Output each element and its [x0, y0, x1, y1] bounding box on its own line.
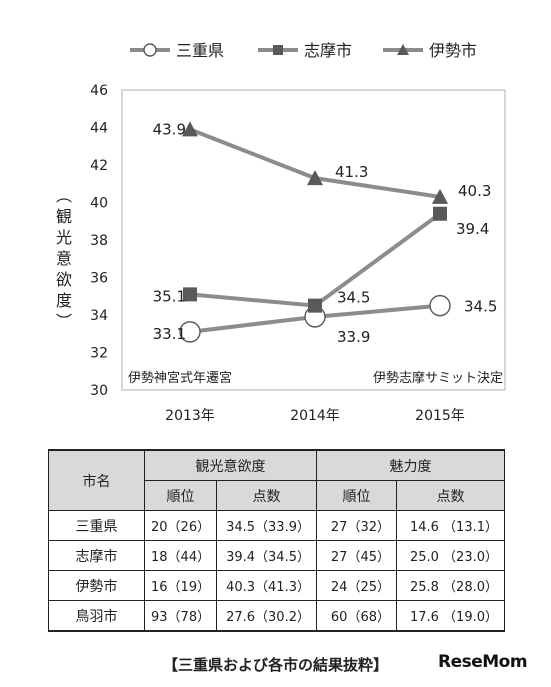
header-rank-1: 順位 — [144, 480, 217, 511]
series-line — [189, 127, 441, 199]
row-city: 伊勢市 — [48, 570, 145, 601]
row-score-2: 25.0 （23.0） — [396, 540, 505, 571]
data-point — [433, 206, 447, 221]
header-tourism-desire: 観光意欲度 — [144, 449, 317, 481]
row-score-1: 39.4（34.5） — [216, 540, 317, 571]
row-score-2: 17.6 （19.0） — [396, 600, 505, 632]
data-point — [182, 121, 198, 137]
x-tick-label: 2015年 — [415, 408, 465, 424]
plot-frame — [121, 89, 506, 391]
row-rank-1: 93（78） — [144, 600, 217, 632]
row-city: 鳥羽市 — [48, 600, 145, 632]
x-tick-label: 2013年 — [165, 408, 215, 424]
data-point — [308, 298, 322, 313]
data-label: 39.4 — [456, 220, 489, 238]
data-point — [397, 44, 409, 55]
table-row: 三重県 20（26） 34.5（33.9） 27（32） 14.6 （13.1） — [48, 510, 505, 541]
annotation-label: 伊勢志摩サミット決定 — [373, 370, 503, 386]
row-city: 三重県 — [48, 510, 145, 541]
y-tick-label: 36 — [90, 271, 108, 287]
data-label: 34.5 — [464, 298, 497, 316]
y-tick-label: 38 — [90, 233, 108, 249]
row-score-1: 34.5（33.9） — [216, 510, 317, 541]
row-score-2: 25.8 （28.0） — [396, 570, 505, 601]
data-point — [143, 43, 157, 57]
data-label: 41.3 — [335, 163, 368, 181]
row-score-1: 27.6（30.2） — [216, 600, 317, 632]
y-tick-label: 42 — [90, 158, 108, 174]
table-row: 志摩市 18（44） 39.4（34.5） 27（45） 25.0 （23.0） — [48, 540, 505, 571]
header-score-1: 点数 — [216, 480, 317, 511]
data-label: 34.5 — [337, 289, 370, 307]
x-tick-label: 2014年 — [290, 408, 340, 424]
data-point — [179, 321, 201, 343]
row-city: 志摩市 — [48, 540, 145, 571]
y-tick-label: 30 — [90, 383, 108, 399]
row-score-2: 14.6 （13.1） — [396, 510, 505, 541]
figure-caption: 【三重県および各市の結果抜粋】 — [162, 656, 388, 674]
data-label: 40.3 — [458, 182, 491, 200]
table-row: 伊勢市 16（19） 40.3（41.3） 24（25） 25.8 （28.0） — [48, 570, 505, 601]
row-score-1: 40.3（41.3） — [216, 570, 317, 601]
data-point — [307, 170, 323, 186]
data-point — [273, 45, 283, 55]
data-label: 35.1 — [153, 287, 186, 305]
y-tick-label: 44 — [90, 121, 108, 137]
logo-text: ReseMom — [438, 652, 528, 672]
data-label: 33.9 — [337, 328, 370, 346]
y-tick-label: 40 — [90, 196, 108, 212]
data-point — [432, 188, 448, 204]
data-point — [429, 294, 451, 317]
y-tick-label: 32 — [90, 346, 108, 362]
row-rank-2: 27（32） — [316, 510, 397, 541]
header-rank-2: 順位 — [316, 480, 397, 511]
y-tick-label: 46 — [90, 83, 108, 99]
header-city: 市名 — [48, 449, 145, 511]
data-label: 33.1 — [153, 325, 186, 343]
header-score-2: 点数 — [396, 480, 505, 511]
header-attractiveness: 魅力度 — [316, 449, 505, 481]
row-rank-2: 60（68） — [316, 600, 397, 632]
legend-label: 志摩市 — [304, 41, 352, 60]
table-row: 鳥羽市 93（78） 27.6（30.2） 60（68） 17.6 （19.0） — [48, 600, 505, 632]
row-rank-2: 24（25） — [316, 570, 397, 601]
row-rank-1: 16（19） — [144, 570, 217, 601]
legend-label: 伊勢市 — [429, 41, 477, 60]
annotation-label: 伊勢神宮式年遷宮 — [128, 370, 232, 386]
row-rank-2: 27（45） — [316, 540, 397, 571]
row-rank-1: 18（44） — [144, 540, 217, 571]
y-axis-label: ︵ 観光意欲度 ︶ — [55, 186, 72, 331]
legend-label: 三重県 — [176, 41, 224, 60]
results-table: 市名 観光意欲度 魅力度 順位 点数 順位 点数 三重県 20（26） 34.5… — [48, 449, 505, 632]
resemom-logo: ReseMom — [438, 652, 528, 672]
data-point — [183, 287, 197, 302]
row-rank-1: 20（26） — [144, 510, 217, 541]
data-label: 43.9 — [153, 120, 186, 138]
line-chart: 30 32 34 36 38 40 42 44 46 2013年 2014年 2015年 伊勢神宮式年遷… — [90, 41, 506, 424]
series-line — [189, 212, 442, 308]
y-tick-label: 34 — [90, 308, 108, 324]
